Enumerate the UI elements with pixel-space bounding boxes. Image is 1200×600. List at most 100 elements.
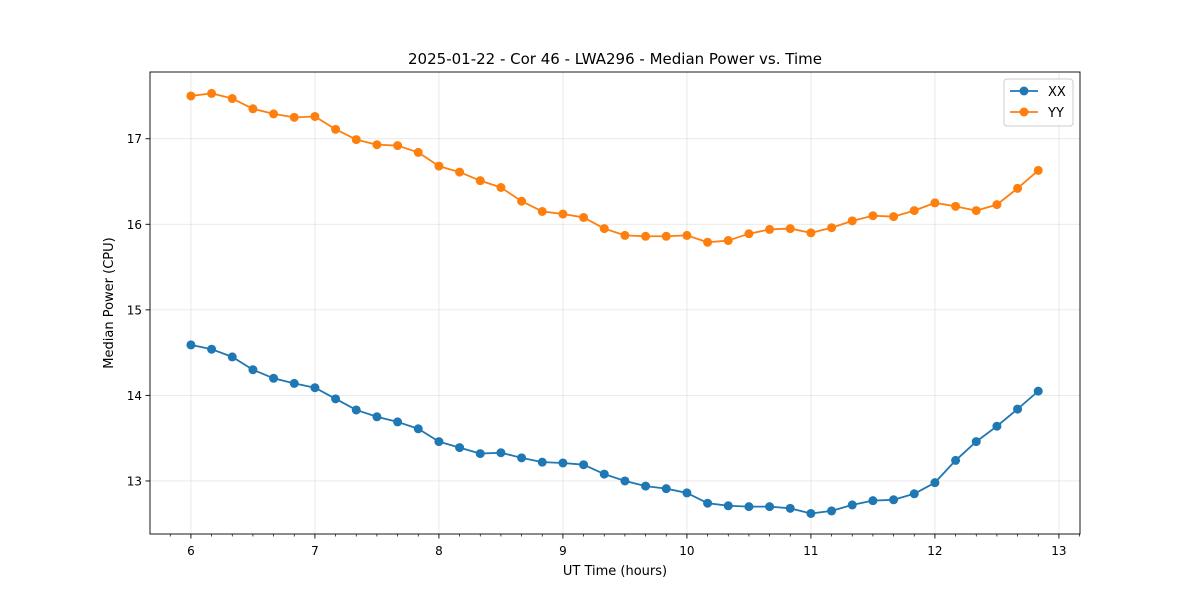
data-point-yy — [207, 88, 217, 98]
data-point-xx — [455, 443, 465, 453]
data-point-xx — [785, 503, 795, 513]
data-point-xx — [372, 412, 382, 422]
x-tick-label: 6 — [187, 544, 195, 558]
data-point-yy — [227, 94, 237, 104]
data-point-xx — [496, 448, 506, 458]
data-point-xx — [765, 502, 775, 512]
data-point-yy — [868, 211, 878, 221]
x-tick-label: 7 — [311, 544, 319, 558]
data-point-xx — [393, 417, 403, 427]
data-point-yy — [682, 230, 692, 240]
legend-marker-xx — [1019, 86, 1029, 96]
data-point-yy — [455, 167, 465, 177]
data-point-xx — [744, 502, 754, 512]
data-point-xx — [847, 500, 857, 510]
data-point-yy — [289, 112, 299, 122]
data-point-xx — [620, 476, 630, 486]
data-point-yy — [806, 228, 816, 238]
data-point-yy — [434, 161, 444, 171]
y-tick-label: 17 — [127, 132, 142, 146]
data-point-yy — [971, 206, 981, 216]
data-point-yy — [579, 212, 589, 222]
data-point-xx — [558, 458, 568, 468]
data-point-yy — [661, 231, 671, 241]
y-tick-label: 15 — [127, 303, 142, 317]
data-point-yy — [785, 224, 795, 234]
data-point-xx — [269, 373, 279, 383]
x-tick-label: 10 — [679, 544, 694, 558]
series-layer — [186, 88, 1043, 518]
legend-marker-yy — [1019, 107, 1029, 117]
data-point-xx — [868, 496, 878, 506]
data-point-xx — [579, 460, 589, 470]
data-point-yy — [186, 91, 196, 101]
data-point-xx — [661, 484, 671, 494]
data-point-xx — [413, 424, 423, 434]
y-axis-label: Median Power (CPU) — [102, 237, 117, 368]
x-tick-label: 12 — [927, 544, 942, 558]
y-tick-label: 14 — [127, 389, 142, 403]
data-point-xx — [517, 453, 527, 463]
series-yy — [186, 88, 1043, 247]
data-point-yy — [372, 140, 382, 150]
data-point-yy — [847, 216, 857, 226]
data-point-yy — [641, 231, 651, 241]
plot-frame — [149, 71, 1081, 535]
data-point-yy — [269, 109, 279, 119]
data-point-xx — [537, 457, 547, 467]
data-point-yy — [413, 147, 423, 157]
y-tick-label: 16 — [127, 218, 142, 232]
x-tick-label: 8 — [435, 544, 443, 558]
data-point-yy — [393, 141, 403, 151]
data-point-yy — [744, 229, 754, 239]
x-axis-label: UT Time (hours) — [563, 564, 667, 579]
data-point-xx — [289, 378, 299, 388]
data-point-xx — [207, 344, 217, 354]
data-point-yy — [930, 198, 940, 208]
data-point-yy — [248, 104, 258, 114]
data-point-xx — [475, 449, 485, 459]
data-point-yy — [620, 230, 630, 240]
data-point-xx — [641, 481, 651, 491]
data-point-xx — [930, 478, 940, 488]
data-point-yy — [703, 237, 713, 247]
x-tick-label: 11 — [803, 544, 818, 558]
chart-title: 2025-01-22 - Cor 46 - LWA296 - Median Po… — [408, 50, 822, 68]
data-point-yy — [558, 209, 568, 219]
data-point-xx — [682, 488, 692, 498]
legend-label-yy: YY — [1047, 106, 1064, 121]
data-point-yy — [1013, 183, 1023, 193]
data-point-yy — [351, 135, 361, 145]
data-point-xx — [248, 365, 258, 375]
legend-label-xx: XX — [1048, 85, 1066, 100]
data-point-yy — [1033, 165, 1043, 175]
data-point-yy — [496, 183, 506, 192]
data-point-yy — [827, 223, 837, 233]
tick-layer: 6 7 8 9 10 11 12 13 13 14 15 16 17 — [127, 132, 1080, 558]
series-xx — [186, 340, 1043, 518]
data-point-xx — [889, 495, 899, 505]
data-point-yy — [331, 124, 341, 134]
data-point-yy — [765, 224, 775, 234]
data-point-xx — [909, 489, 919, 499]
data-point-xx — [227, 352, 237, 362]
data-point-yy — [517, 196, 527, 206]
data-point-xx — [351, 405, 361, 415]
data-point-yy — [310, 111, 320, 121]
data-point-xx — [1013, 404, 1023, 414]
data-point-xx — [723, 501, 733, 511]
x-tick-label: 9 — [559, 544, 567, 558]
data-point-yy — [992, 200, 1002, 210]
data-point-xx — [827, 506, 837, 516]
data-point-xx — [434, 437, 444, 447]
data-point-xx — [971, 437, 981, 447]
data-point-xx — [992, 421, 1002, 431]
data-point-yy — [951, 201, 961, 211]
data-point-xx — [331, 394, 341, 404]
data-point-xx — [1033, 386, 1043, 396]
data-point-yy — [537, 206, 547, 216]
grid-layer — [150, 72, 1080, 534]
data-point-xx — [599, 469, 609, 479]
